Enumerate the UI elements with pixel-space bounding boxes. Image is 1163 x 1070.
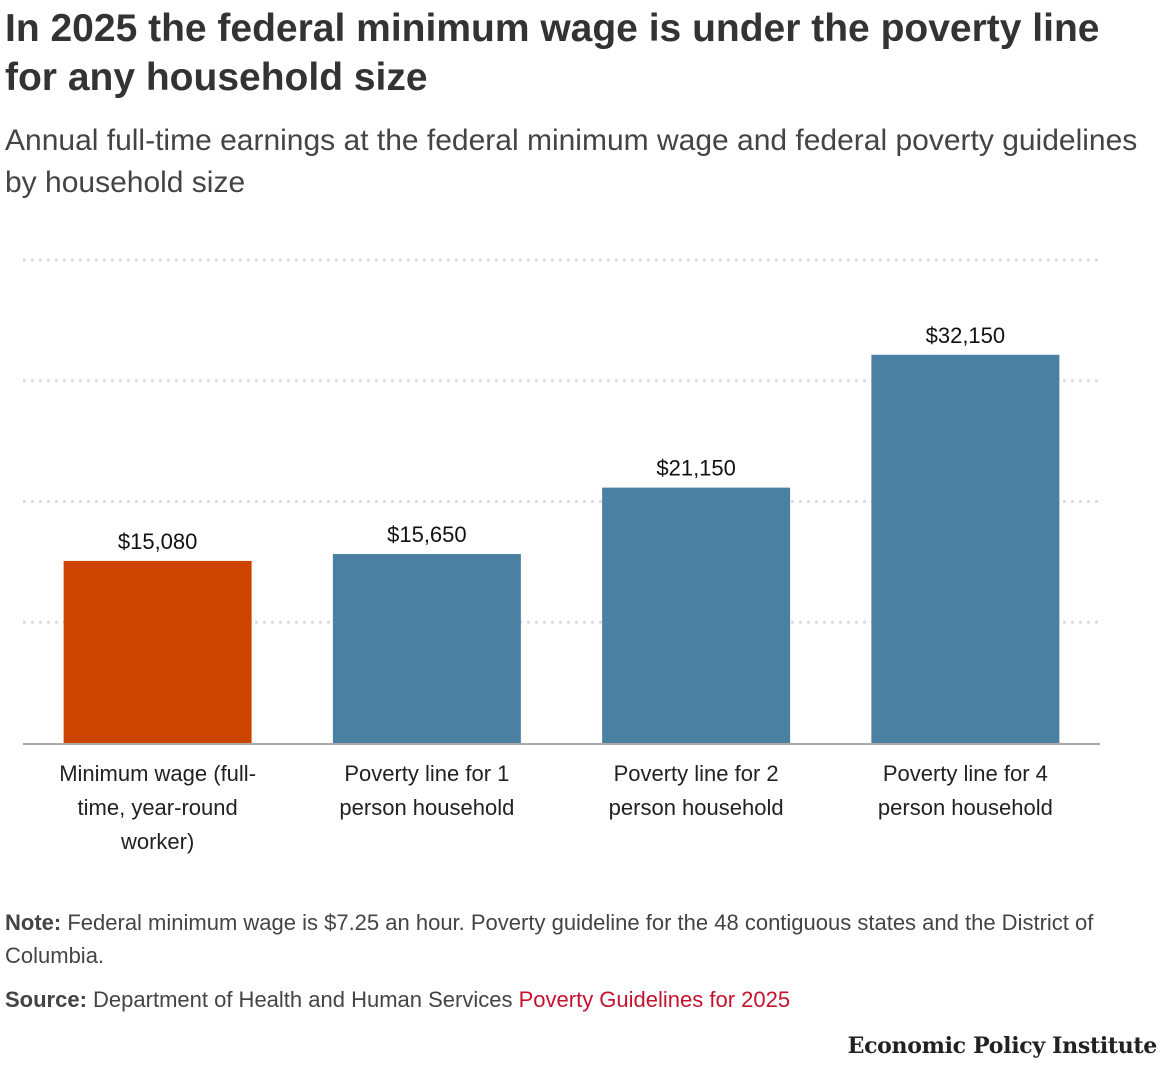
x-tick-label-1: Minimum wage (full-time, year-round worke… bbox=[59, 761, 256, 854]
chart-note: Note: Federal minimum wage is $7.25 an h… bbox=[5, 906, 1155, 972]
x-tick-label-line: Poverty line for 4 bbox=[883, 761, 1048, 786]
note-label: Note: bbox=[5, 910, 62, 935]
x-axis: Minimum wage (full-time, year-round worke… bbox=[23, 743, 1100, 854]
x-tick-label-line: person household bbox=[609, 795, 784, 820]
bar-value-label-1: $15,080 bbox=[118, 529, 198, 554]
bar-value-label-2: $15,650 bbox=[387, 522, 467, 547]
x-tick-label-line: Minimum wage (full- bbox=[59, 761, 256, 786]
bars bbox=[63, 354, 1060, 743]
bar-value-label-4: $32,150 bbox=[926, 323, 1006, 348]
x-tick-label-2: Poverty line for 1 person household bbox=[339, 761, 514, 820]
x-tick-label-line: Poverty line for 1 bbox=[344, 761, 509, 786]
chart-source: Source: Department of Health and Human S… bbox=[5, 983, 1155, 1016]
x-tick-label-line: person household bbox=[339, 795, 514, 820]
x-tick-label-line: time, year-round bbox=[78, 795, 238, 820]
brand-logo: Economic Policy Institute bbox=[847, 1033, 1158, 1059]
value-labels: $15,080 $15,650 $21,150 $32,150 bbox=[118, 323, 1005, 554]
bar-3 bbox=[602, 487, 791, 743]
x-tick-label-line: Poverty line for 2 bbox=[614, 761, 779, 786]
chart-subtitle: Annual full-time earnings at the federal… bbox=[5, 124, 1138, 199]
x-tick-label-line: person household bbox=[878, 795, 1053, 820]
source-link[interactable]: Poverty Guidelines for 2025 bbox=[518, 987, 791, 1012]
x-tick-label-line: worker) bbox=[120, 829, 194, 854]
source-text: Department of Health and Human Services bbox=[93, 987, 513, 1012]
source-label: Source: bbox=[5, 987, 87, 1012]
note-text: Federal minimum wage is $7.25 an hour. P… bbox=[5, 910, 1094, 968]
bar-value-label-3: $21,150 bbox=[656, 456, 736, 481]
bar-1 bbox=[63, 560, 252, 743]
bar-2 bbox=[332, 554, 521, 743]
bar-chart: $15,080 $15,650 $21,150 $32,150 Minimum wag… bbox=[23, 258, 1100, 854]
bar-4 bbox=[871, 354, 1060, 743]
x-tick-label-4: Poverty line for 4 person household bbox=[878, 761, 1053, 820]
x-tick-label-3: Poverty line for 2 person household bbox=[609, 761, 784, 820]
chart-title: In 2025 the federal minimum wage is unde… bbox=[5, 7, 1100, 99]
